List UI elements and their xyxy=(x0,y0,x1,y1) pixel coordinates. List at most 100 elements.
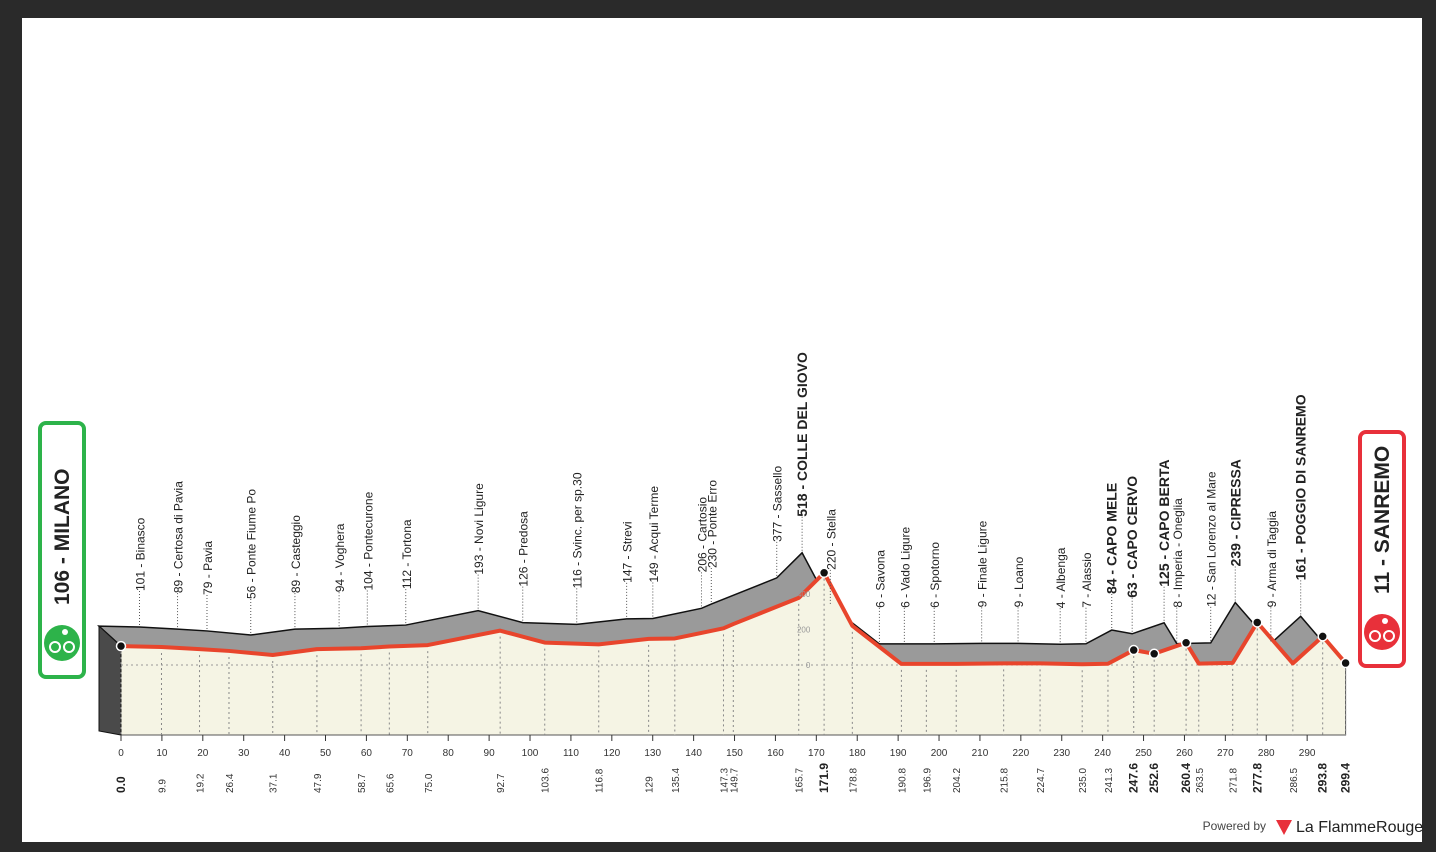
banner-wheel xyxy=(1369,630,1381,642)
waypoint-label: 239 - CIPRESSA xyxy=(1227,459,1243,566)
waypoint-label: 193 - Novi Ligure xyxy=(472,483,486,575)
km-label: 252.6 xyxy=(1147,763,1161,793)
km-label: 135.4 xyxy=(671,768,682,793)
x-tick-label: 0 xyxy=(118,748,124,759)
x-tick-label: 230 xyxy=(1053,748,1070,759)
x-tick-label: 150 xyxy=(726,748,743,759)
point-dot xyxy=(1148,648,1160,660)
x-tick-label: 60 xyxy=(361,748,373,759)
waypoint-label: 63 - CAPO CERVO xyxy=(1124,476,1140,598)
waypoint-label: 9 - Arma di Taggia xyxy=(1265,511,1279,608)
km-label: 0.0 xyxy=(114,776,128,793)
y-tick-label: 0 xyxy=(806,661,811,670)
x-tick-label: 190 xyxy=(890,748,907,759)
x-tick-label: 250 xyxy=(1135,748,1152,759)
x-tick-label: 120 xyxy=(603,748,620,759)
x-tick-label: 40 xyxy=(279,748,291,759)
x-tick-label: 140 xyxy=(685,748,702,759)
point-dot xyxy=(818,567,830,579)
x-tick-label: 80 xyxy=(443,748,455,759)
km-label: 196.9 xyxy=(922,768,933,793)
km-label: 147.3 xyxy=(719,768,730,793)
waypoint-label: 125 - CAPO BERTA xyxy=(1156,459,1172,586)
brand: La FlammeRouge xyxy=(1296,819,1423,836)
waypoint-label: 149 - Acqui Terme xyxy=(647,486,661,583)
km-label: 235.0 xyxy=(1078,768,1089,793)
km-label: 286.5 xyxy=(1289,768,1300,793)
x-tick-label: 130 xyxy=(644,748,661,759)
waypoint-label: 94 - Voghera xyxy=(333,523,347,592)
km-label: 263.5 xyxy=(1195,768,1206,793)
banner-label: 11 - SANREMO xyxy=(1371,446,1394,594)
x-tick-label: 220 xyxy=(1012,748,1029,759)
km-label: 260.4 xyxy=(1179,763,1193,793)
x-tick-label: 260 xyxy=(1176,748,1193,759)
x-tick-label: 270 xyxy=(1217,748,1234,759)
waypoint-label: 377 - Sassello xyxy=(771,466,785,542)
banner-wheel xyxy=(63,641,75,653)
km-label: 299.4 xyxy=(1339,763,1353,793)
km-label: 171.9 xyxy=(817,763,831,793)
waypoint-label: 112 - Tortona xyxy=(400,519,414,589)
y-tick-label: 400 xyxy=(797,590,811,599)
km-label: 47.9 xyxy=(313,773,324,793)
x-tick-label: 50 xyxy=(320,748,332,759)
banner-rider xyxy=(62,629,68,635)
point-dot xyxy=(1252,617,1263,628)
km-label: 37.1 xyxy=(269,773,280,793)
km-label: 26.4 xyxy=(225,773,236,793)
waypoint-label: 126 - Predosa xyxy=(517,511,531,587)
banner-icon xyxy=(44,625,80,661)
waypoint-label: 6 - Spotorno xyxy=(928,542,942,608)
km-label: 241.3 xyxy=(1104,768,1115,793)
banner-rider xyxy=(1382,618,1388,624)
km-label: 165.7 xyxy=(795,768,806,793)
km-label: 58.7 xyxy=(357,773,368,793)
point-dot xyxy=(115,640,127,652)
waypoint-label: 6 - Vado Ligure xyxy=(898,526,912,607)
km-label: 224.7 xyxy=(1036,768,1047,793)
x-tick-label: 240 xyxy=(1094,748,1111,759)
x-tick-label: 280 xyxy=(1258,748,1275,759)
km-label: 204.2 xyxy=(952,768,963,793)
point-dot xyxy=(1317,631,1328,642)
waypoint-label: 79 - Pavia xyxy=(201,541,215,595)
waypoint-label: 101 - Binasco xyxy=(133,517,147,591)
waypoint-label: 89 - Certosa di Pavia xyxy=(172,481,186,593)
km-label: 293.8 xyxy=(1316,763,1330,793)
km-label: 247.6 xyxy=(1127,763,1141,793)
x-tick-label: 210 xyxy=(972,748,989,759)
brand-logo xyxy=(1276,820,1292,835)
km-label: 65.6 xyxy=(385,773,396,793)
waypoint-label: 518 - COLLE DEL GIOVO xyxy=(794,352,810,517)
y-tick-label: 200 xyxy=(797,625,811,634)
banner xyxy=(1358,430,1406,668)
km-label: 19.2 xyxy=(196,773,207,793)
x-tick-label: 200 xyxy=(931,748,948,759)
km-label: 9.9 xyxy=(157,779,168,793)
km-label: 92.7 xyxy=(496,773,507,793)
waypoint-label: 7 - Alassio xyxy=(1080,552,1094,608)
banner-label: 106 - MILANO xyxy=(51,468,74,605)
waypoint-label: 230 - Ponte Erro xyxy=(705,480,719,568)
waypoint-label: 84 - CAPO MELE xyxy=(1104,483,1120,594)
waypoint-label: 6 - Savona xyxy=(873,550,887,608)
x-tick-label: 30 xyxy=(238,748,250,759)
waypoint-label: 12 - San Lorenzo al Mare xyxy=(1205,471,1219,607)
point-dot xyxy=(1128,644,1139,656)
km-label: 271.8 xyxy=(1229,768,1240,793)
x-tick-label: 110 xyxy=(563,748,579,759)
x-tick-label: 20 xyxy=(197,748,209,759)
x-tick-label: 170 xyxy=(808,748,825,759)
waypoint-label: 9 - Finale Ligure xyxy=(976,520,990,607)
waypoint-label: 220 - Stella xyxy=(824,509,838,570)
km-label: 149.7 xyxy=(729,768,740,793)
km-label: 129 xyxy=(645,776,656,793)
km-label: 178.8 xyxy=(848,768,859,793)
banner-wheel xyxy=(49,641,61,653)
x-tick-label: 180 xyxy=(849,748,866,759)
waypoint-label: 161 - POGGIO DI SANREMO xyxy=(1293,394,1309,580)
km-label: 75.0 xyxy=(424,773,435,793)
